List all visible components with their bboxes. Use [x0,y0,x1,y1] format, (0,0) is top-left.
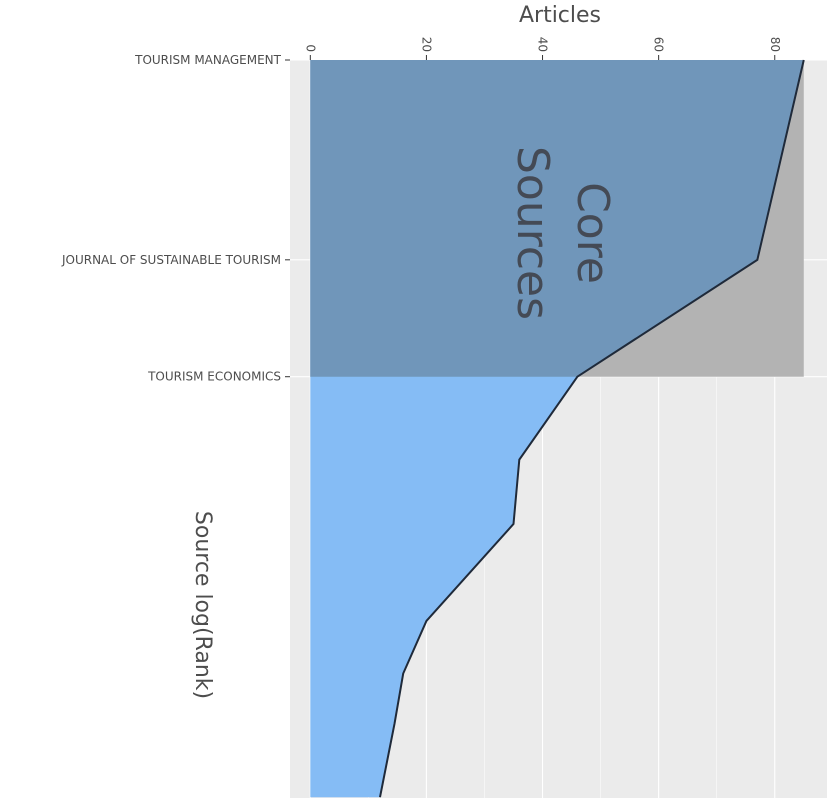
articles-line [379,59,805,798]
core-label-line-2: Sources [507,146,558,320]
x-tick-label-60: 60 [652,37,666,52]
x-tick-label-80: 80 [768,37,782,52]
x-axis-title: Articles [519,3,601,28]
source-label: JOURNAL OF SUSTAINABLE TOURISM [61,253,281,267]
x-tick-label-20: 20 [419,37,433,52]
core-sources-label: Core Sources [507,146,618,320]
source-labels: TOURISM MANAGEMENT JOURNAL OF SUSTAINABLE… [61,53,290,384]
core-label-line-1: Core [567,182,618,284]
x-tick-label-0: 0 [303,44,317,52]
source-label: TOURISM ECONOMICS [147,370,281,384]
x-axis-ticks: 0 20 40 60 80 [303,37,782,60]
source-label: TOURISM MANAGEMENT [134,53,282,67]
core-sources-fill [310,60,804,377]
x-tick-label-40: 40 [536,37,550,52]
y-axis-title: Source log(Rank) [190,511,215,699]
